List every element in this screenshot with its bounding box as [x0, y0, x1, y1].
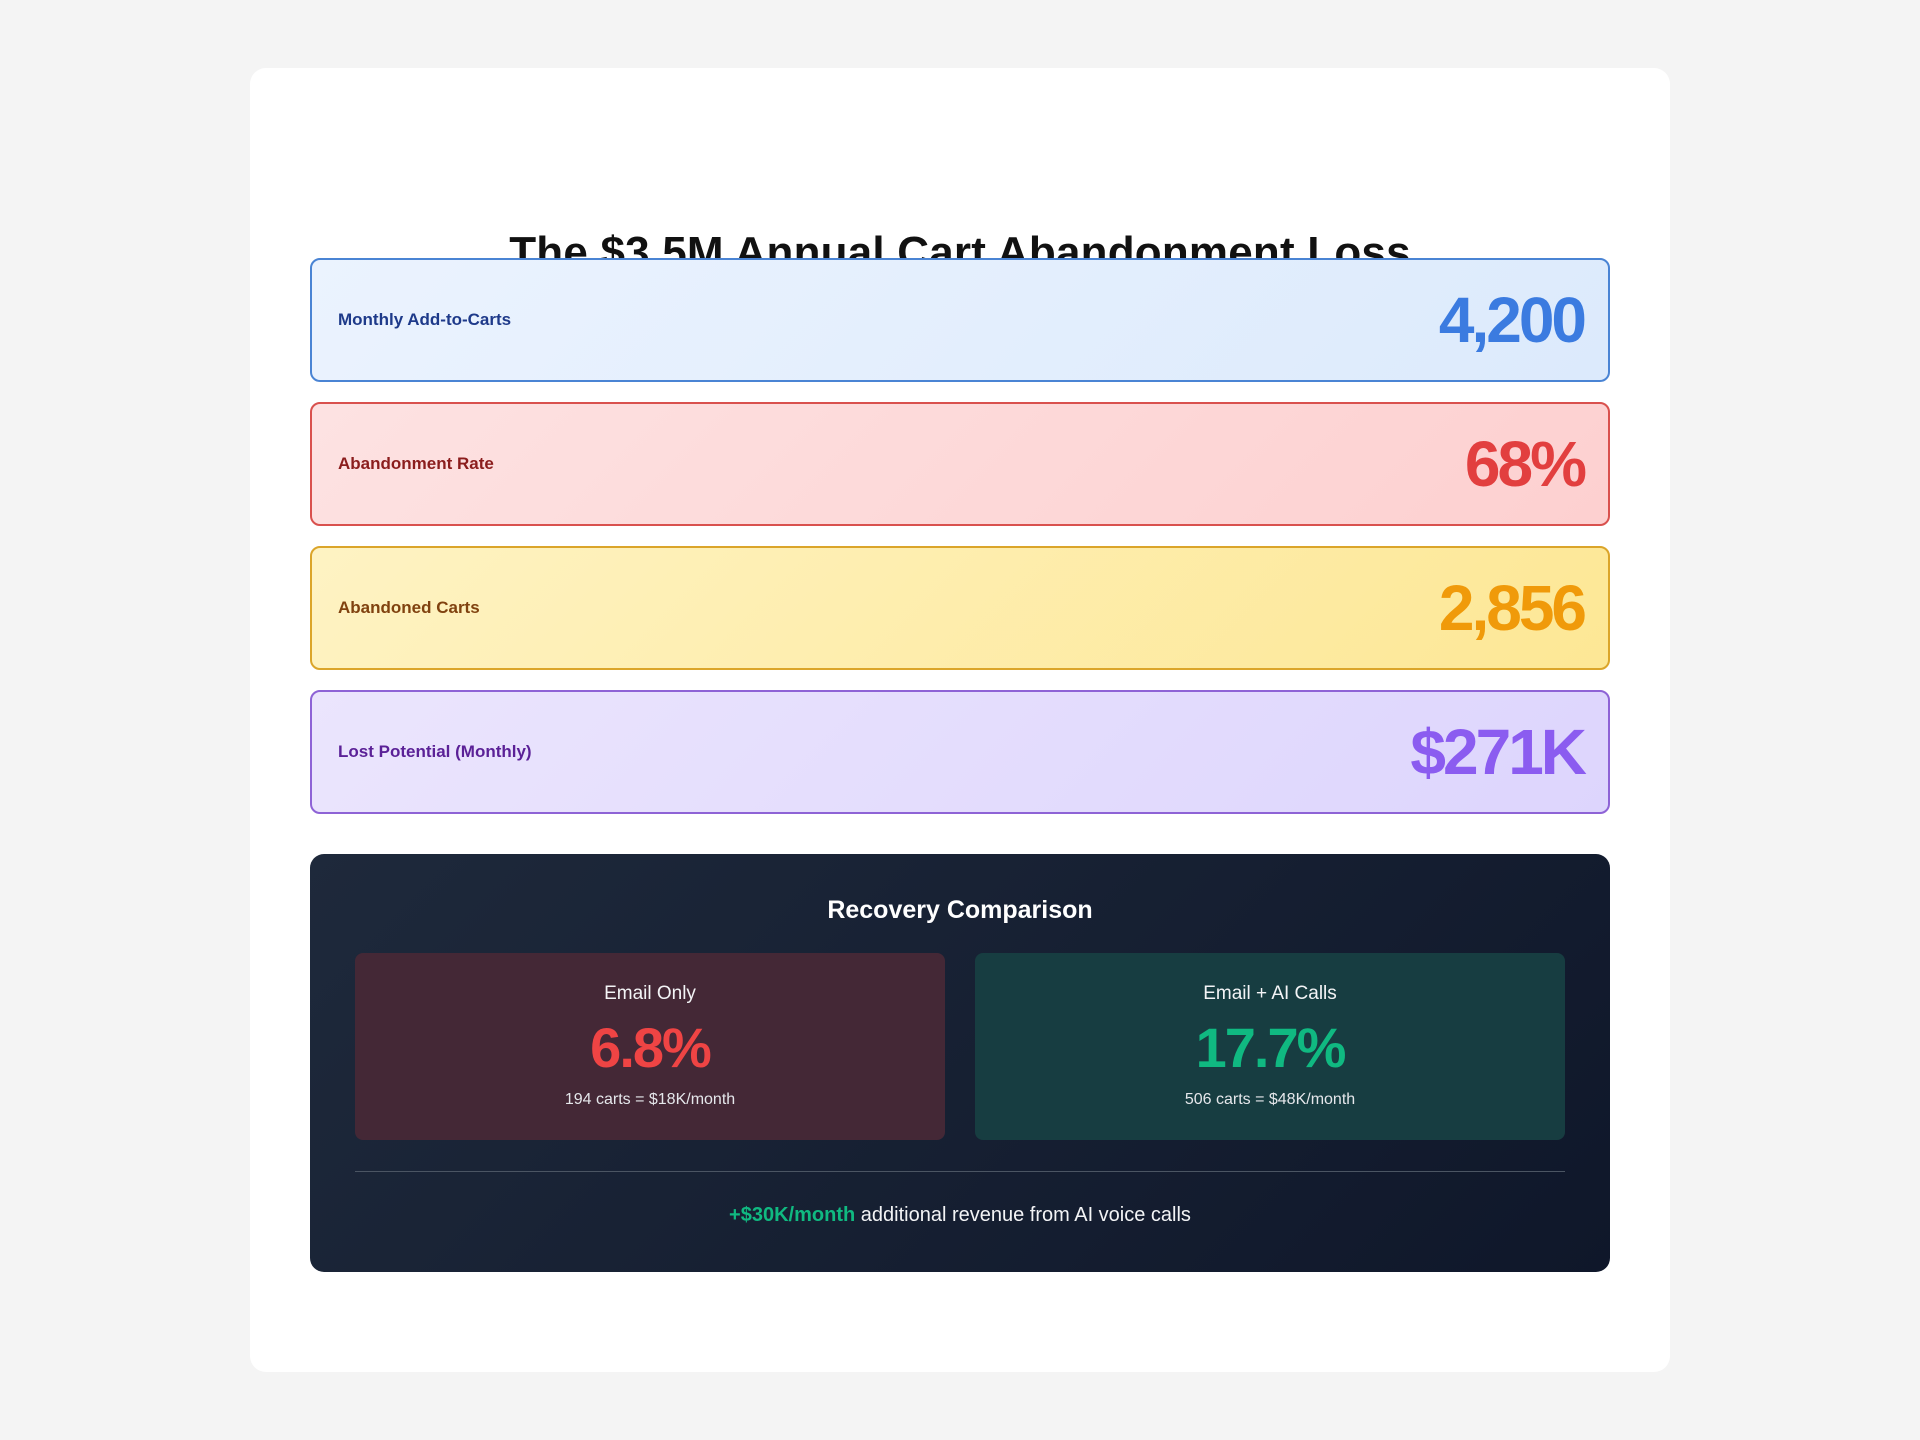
summary-line: +$30K/month additional revenue from AI v… [310, 1204, 1610, 1227]
email-ai-calls-panel: Email + AI Calls 17.7% 506 carts = $48K/… [975, 953, 1565, 1140]
email-only-detail: 194 carts = $18K/month [564, 1091, 736, 1108]
metric-card-abandonment-rate: Abandonment Rate 68% [310, 402, 1610, 526]
metric-card-add-to-carts: Monthly Add-to-Carts 4,200 [310, 258, 1610, 382]
summary-highlight: +$30K/month [729, 1204, 856, 1226]
recovery-title: Recovery Comparison [827, 896, 1093, 924]
metric-label: Lost Potential (Monthly) [338, 742, 532, 761]
metric-value: 4,200 [1438, 284, 1587, 356]
metric-label: Abandonment Rate [338, 454, 494, 473]
metric-value: 2,856 [1438, 572, 1587, 644]
metric-value: 68% [1464, 428, 1587, 500]
main-card: The $3.5M Annual Cart Abandonment Loss M… [250, 68, 1670, 1372]
metric-label: Monthly Add-to-Carts [338, 310, 512, 329]
email-only-label: Email Only [604, 983, 696, 1004]
divider [355, 1171, 1565, 1172]
email-ai-calls-detail: 506 carts = $48K/month [1184, 1091, 1356, 1108]
metric-card-lost-potential: Lost Potential (Monthly) $271K [310, 690, 1610, 814]
metric-value: $271K [1410, 716, 1587, 788]
metric-label: Abandoned Carts [338, 598, 480, 617]
metric-card-abandoned-carts: Abandoned Carts 2,856 [310, 546, 1610, 670]
email-ai-calls-rate: 17.7% [1195, 1016, 1347, 1079]
summary-text: additional revenue from AI voice calls [855, 1204, 1191, 1226]
email-only-panel: Email Only 6.8% 194 carts = $18K/month [355, 953, 945, 1140]
recovery-comparison-panel: Recovery Comparison Email Only 6.8% 194 … [310, 854, 1610, 1272]
email-only-rate: 6.8% [590, 1016, 712, 1079]
email-ai-calls-label: Email + AI Calls [1203, 983, 1337, 1004]
